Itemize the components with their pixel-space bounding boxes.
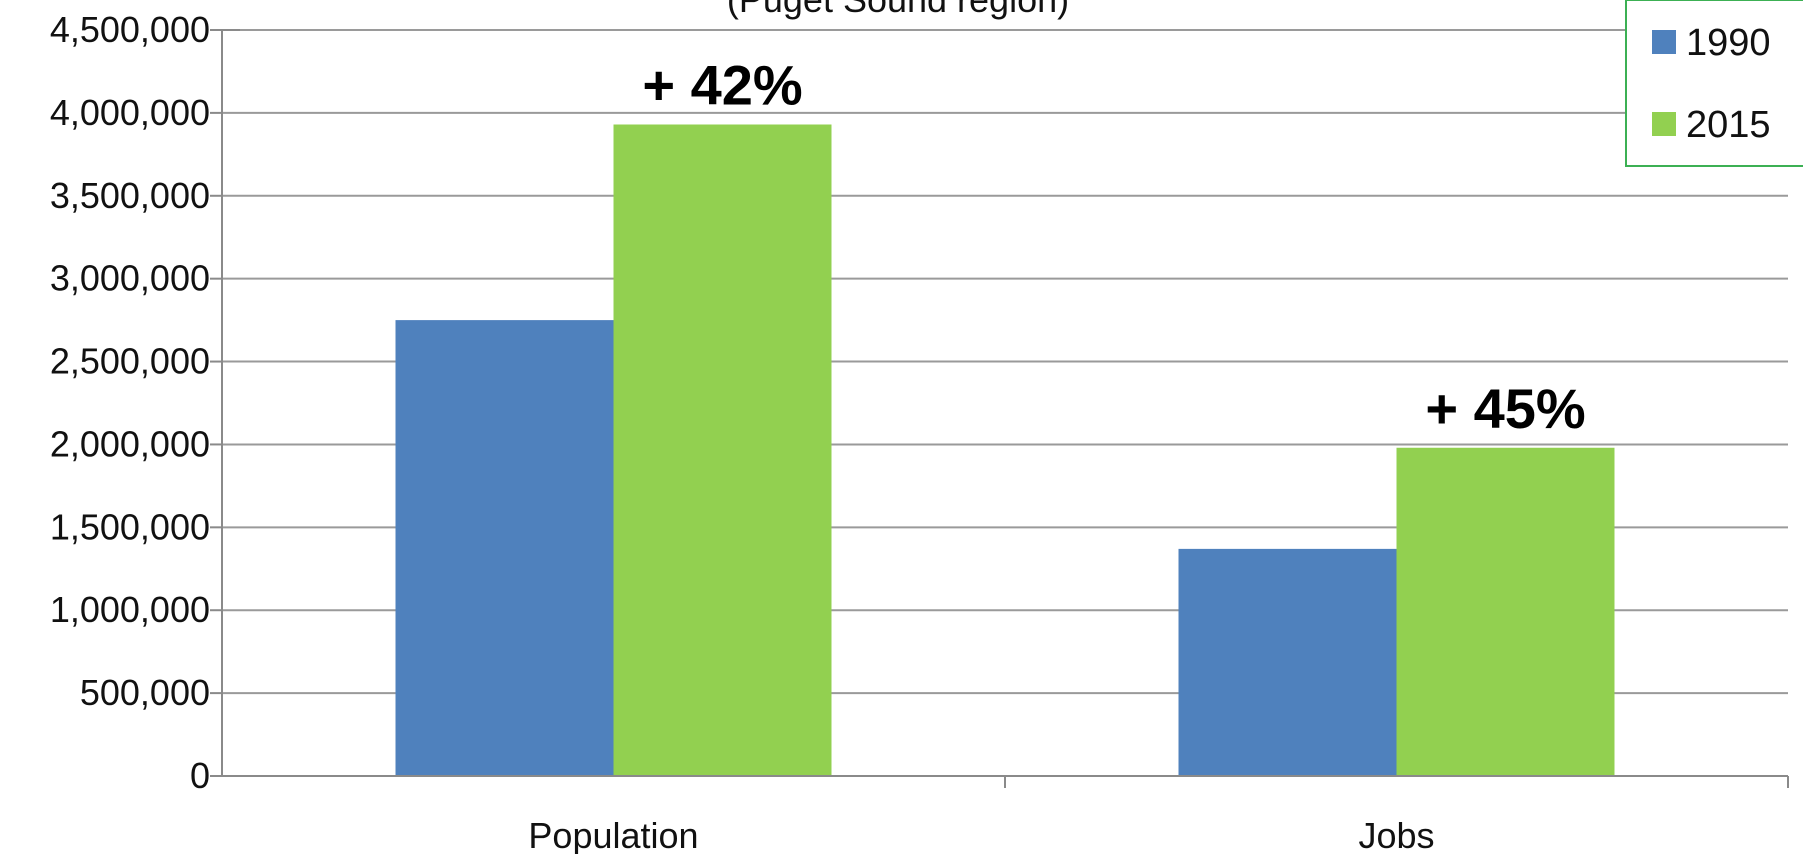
bar-population-2015 — [613, 124, 832, 776]
legend-box — [1625, 0, 1803, 167]
y-tick-label: 2,000,000 — [50, 423, 210, 464]
bars — [395, 124, 1615, 776]
legend-swatch-2015 — [1652, 112, 1676, 136]
chart-subtitle: (Puget Sound region) — [727, 0, 1069, 20]
bar-population-1990 — [395, 320, 614, 776]
y-axis-tick-labels: 0 500,000 1,000,000 1,500,000 2,000,000 2,500… — [50, 9, 210, 796]
legend: 1990 2015 — [1625, 0, 1803, 167]
legend-label-2015: 2015 — [1686, 104, 1771, 146]
x-category-label: Jobs — [1358, 815, 1434, 854]
y-tick-label: 1,500,000 — [50, 506, 210, 547]
y-tick-label: 4,000,000 — [50, 92, 210, 133]
bar-jobs-2015 — [1396, 447, 1615, 776]
bar-annotations: + 42% + 45% — [642, 53, 1585, 439]
y-tick-label: 3,500,000 — [50, 175, 210, 216]
y-tick-label: 2,500,000 — [50, 341, 210, 382]
y-tick-label: 4,500,000 — [50, 9, 210, 50]
y-tick-label: 3,000,000 — [50, 258, 210, 299]
growth-annotation: + 42% — [642, 53, 802, 116]
axes — [210, 29, 1789, 788]
bar-jobs-1990 — [1178, 548, 1397, 776]
legend-label-1990: 1990 — [1686, 22, 1771, 64]
y-tick-label: 0 — [190, 755, 210, 796]
y-tick-label: 500,000 — [80, 672, 210, 713]
x-category-label: Population — [528, 815, 698, 854]
growth-annotation: + 45% — [1425, 377, 1585, 440]
y-tick-label: 1,000,000 — [50, 589, 210, 630]
legend-swatch-1990 — [1652, 30, 1676, 54]
x-axis-category-labels: Population Jobs — [528, 815, 1434, 854]
